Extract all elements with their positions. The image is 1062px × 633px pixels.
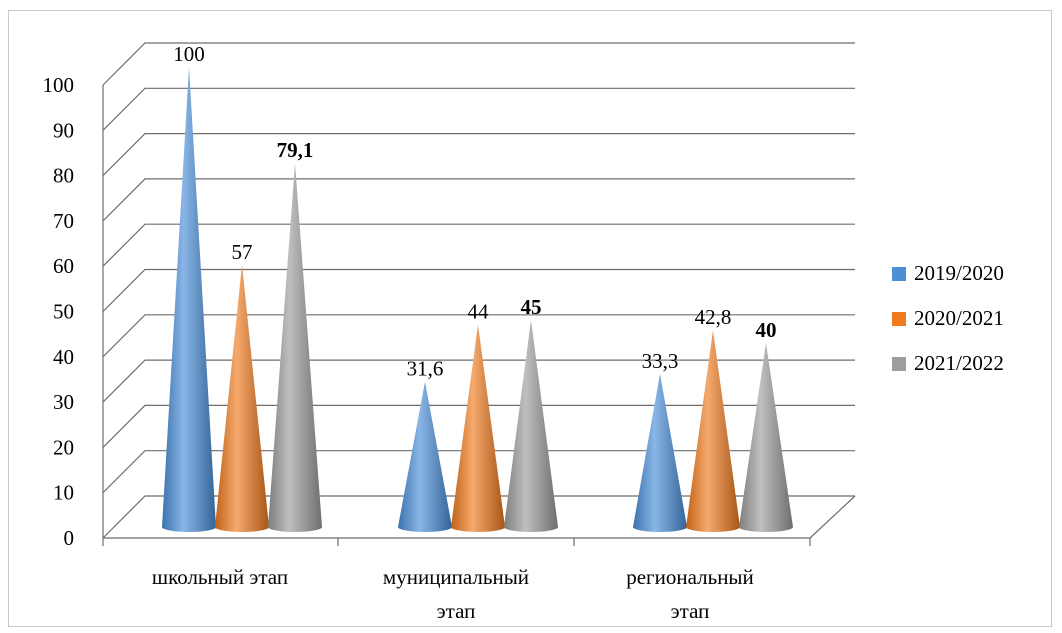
cone-body: [504, 320, 558, 532]
data-label: 40: [756, 318, 777, 342]
cone-bar: [451, 324, 505, 532]
cone-body: [215, 264, 269, 532]
gridline-80: [102, 133, 855, 177]
legend-item: 2020/2021: [892, 306, 1004, 330]
y-tick-label: 80: [53, 164, 74, 188]
y-tick-label: 100: [43, 73, 75, 97]
gridline-60: [102, 223, 855, 267]
data-label: 57: [232, 240, 253, 264]
cone-body: [162, 67, 216, 532]
gridline-50: [102, 268, 855, 312]
gridline-0: [102, 495, 855, 539]
data-label: 31,6: [407, 357, 444, 381]
legend-swatch: [892, 312, 906, 326]
gridline-100: [102, 42, 855, 86]
legend-item: 2019/2020: [892, 261, 1004, 285]
cone-body: [268, 163, 322, 532]
y-tick-labels: 0 10 20 30 40 50 60 70 80 90 100: [43, 73, 75, 550]
data-label: 100: [173, 42, 205, 66]
cone-body: [633, 373, 687, 532]
category-label: этап: [671, 599, 710, 623]
y-tick-label: 50: [53, 300, 74, 324]
gridlines: [102, 42, 855, 539]
cone-bar: [162, 67, 216, 532]
data-label: 45: [521, 295, 542, 319]
category-label: этап: [437, 599, 476, 623]
category-label: школьный этап: [152, 565, 288, 589]
data-label: 79,1: [277, 138, 314, 162]
category-labels: школьный этап муниципальный этап региональн…: [152, 565, 754, 623]
y-tick-label: 10: [53, 481, 74, 505]
floor-edge: [809, 495, 856, 539]
gridline-70: [102, 178, 855, 222]
legend-swatch: [892, 357, 906, 371]
y-tick-label: 90: [53, 118, 74, 142]
cone-body: [451, 324, 505, 532]
y-tick-label: 60: [53, 254, 74, 278]
data-label: 33,3: [642, 349, 679, 373]
gridline-30: [102, 359, 855, 403]
cone-bar: [504, 320, 558, 532]
legend: 2019/2020 2020/2021 2021/2022: [892, 261, 1004, 375]
cone-bar: [398, 381, 452, 532]
cone-body: [739, 343, 793, 532]
cone-bar: [633, 373, 687, 532]
axes: [102, 85, 856, 546]
y-tick-label: 70: [53, 209, 74, 233]
cone-bar: [268, 163, 322, 532]
legend-label: 2021/2022: [914, 351, 1004, 375]
gridline-10: [102, 450, 855, 494]
data-label: 44: [468, 300, 490, 324]
cone-bar: [686, 330, 740, 532]
data-label: 42,8: [695, 305, 732, 329]
gridline-90: [102, 87, 855, 131]
cone-bar: [739, 343, 793, 532]
legend-swatch: [892, 267, 906, 281]
y-tick-label: 0: [64, 526, 75, 550]
y-tick-label: 20: [53, 435, 74, 459]
data-labels: 100 57 79,1 31,6 44 45 33,3 42,8 40: [173, 42, 776, 381]
gridline-40: [102, 314, 855, 358]
legend-item: 2021/2022: [892, 351, 1004, 375]
gridline-20: [102, 404, 855, 448]
category-label: региональный: [626, 565, 754, 589]
cones: [162, 67, 793, 532]
y-tick-label: 40: [53, 345, 74, 369]
legend-label: 2019/2020: [914, 261, 1004, 285]
cone-body: [398, 381, 452, 532]
cone-body: [686, 330, 740, 532]
legend-label: 2020/2021: [914, 306, 1004, 330]
y-tick-label: 30: [53, 390, 74, 414]
category-label: муниципальный: [383, 565, 529, 589]
cone-bar: [215, 264, 269, 532]
